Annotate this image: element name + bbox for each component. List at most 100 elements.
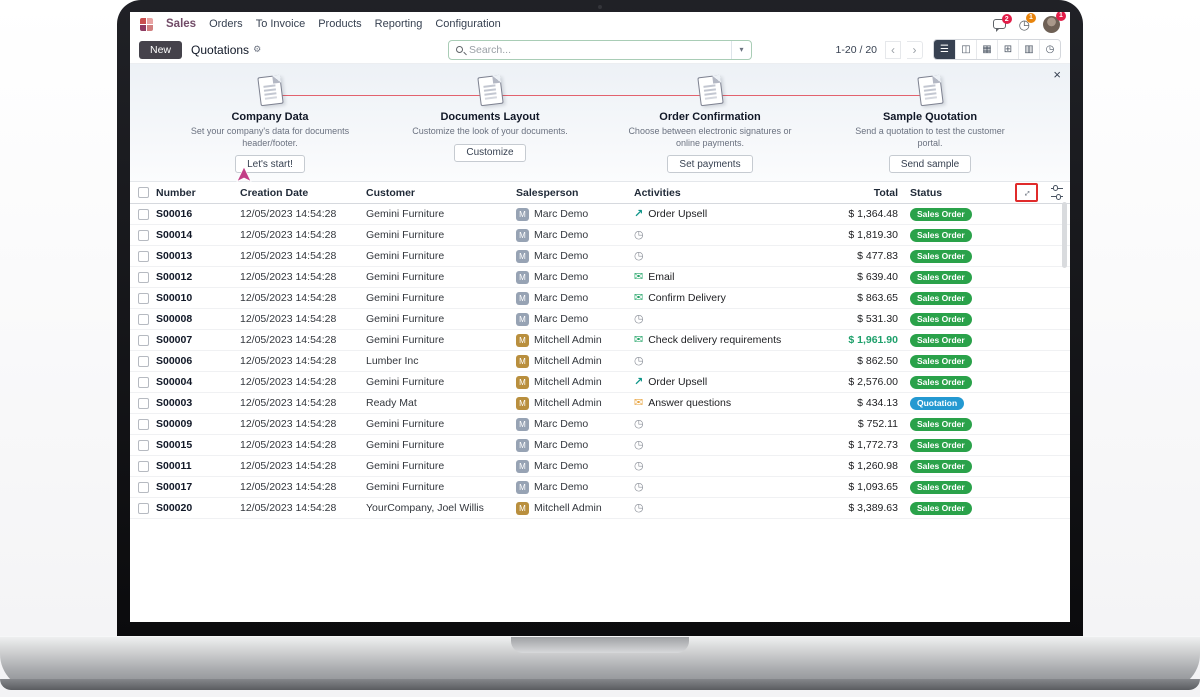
select-all-checkbox[interactable] bbox=[138, 187, 149, 198]
table-row[interactable]: S00014 12/05/2023 14:54:28 Gemini Furnit… bbox=[130, 225, 1070, 246]
search-bar[interactable]: ▾ bbox=[448, 39, 752, 60]
salesperson-cell: Marc Demo bbox=[516, 417, 634, 431]
table-row[interactable]: S00006 12/05/2023 14:54:28 Lumber Inc Mi… bbox=[130, 351, 1070, 372]
table-row[interactable]: S00016 12/05/2023 14:54:28 Gemini Furnit… bbox=[130, 204, 1070, 225]
table-row[interactable]: S00017 12/05/2023 14:54:28 Gemini Furnit… bbox=[130, 477, 1070, 498]
activity-icon[interactable] bbox=[634, 419, 644, 430]
view-button[interactable]: ▦ bbox=[976, 40, 997, 59]
app-name[interactable]: Sales bbox=[166, 18, 197, 30]
table-row[interactable]: S00010 12/05/2023 14:54:28 Gemini Furnit… bbox=[130, 288, 1070, 309]
step-action-button[interactable]: Send sample bbox=[888, 155, 972, 174]
row-checkbox[interactable] bbox=[138, 397, 149, 409]
row-checkbox[interactable] bbox=[138, 481, 149, 493]
step-action-button[interactable]: Let's start! bbox=[235, 155, 305, 174]
row-checkbox[interactable] bbox=[138, 208, 149, 220]
activity-cell: Order Upsell bbox=[634, 208, 814, 220]
adjust-columns-icon[interactable] bbox=[1051, 185, 1063, 200]
activity-icon[interactable] bbox=[634, 251, 644, 262]
menu-item[interactable]: Configuration bbox=[435, 18, 501, 30]
activities-icon[interactable]: ◷ 1 bbox=[1019, 12, 1036, 31]
table-row[interactable]: S00013 12/05/2023 14:54:28 Gemini Furnit… bbox=[130, 246, 1070, 267]
total-amount: $ 1,260.98 bbox=[848, 460, 898, 472]
table-row[interactable]: S00011 12/05/2023 14:54:28 Gemini Furnit… bbox=[130, 456, 1070, 477]
odoo-apps-icon[interactable] bbox=[140, 17, 153, 31]
table-header: Number Creation Date Customer Salesperso… bbox=[130, 182, 1070, 204]
view-button[interactable]: ▥ bbox=[1018, 40, 1039, 59]
table-row[interactable]: S00015 12/05/2023 14:54:28 Gemini Furnit… bbox=[130, 435, 1070, 456]
col-number[interactable]: Number bbox=[156, 186, 196, 199]
activity-icon[interactable] bbox=[634, 440, 644, 451]
row-checkbox[interactable] bbox=[138, 250, 149, 262]
progress-line bbox=[265, 95, 935, 96]
activity-icon[interactable] bbox=[634, 293, 643, 304]
activity-icon[interactable] bbox=[634, 272, 643, 283]
col-customer[interactable]: Customer bbox=[366, 186, 416, 199]
activity-icon[interactable] bbox=[634, 482, 644, 493]
diagonal-arrows-icon: ↔ bbox=[1018, 184, 1034, 200]
activity-icon[interactable] bbox=[634, 209, 643, 220]
menu-item[interactable]: Products bbox=[318, 18, 362, 30]
table-row[interactable]: S00007 12/05/2023 14:54:28 Gemini Furnit… bbox=[130, 330, 1070, 351]
view-button[interactable]: ⊞ bbox=[997, 40, 1018, 59]
row-checkbox[interactable] bbox=[138, 229, 149, 241]
row-checkbox[interactable] bbox=[138, 292, 149, 304]
breadcrumb[interactable]: Quotations ⚙ bbox=[191, 43, 261, 57]
activity-icon[interactable] bbox=[634, 377, 643, 388]
row-checkbox[interactable] bbox=[138, 418, 149, 430]
step-action-button[interactable]: Set payments bbox=[667, 155, 753, 174]
activity-cell: Check delivery requirements bbox=[634, 334, 814, 346]
activity-icon[interactable] bbox=[634, 335, 643, 346]
menu-item[interactable]: To Invoice bbox=[255, 18, 306, 30]
col-salesperson[interactable]: Salesperson bbox=[516, 186, 579, 199]
new-button[interactable]: New bbox=[139, 40, 183, 59]
row-checkbox[interactable] bbox=[138, 355, 149, 367]
col-total[interactable]: Total bbox=[873, 186, 898, 199]
row-checkbox[interactable] bbox=[138, 271, 149, 283]
table-row[interactable]: S00012 12/05/2023 14:54:28 Gemini Furnit… bbox=[130, 267, 1070, 288]
table-row[interactable]: S00008 12/05/2023 14:54:28 Gemini Furnit… bbox=[130, 309, 1070, 330]
view-button[interactable]: ◫ bbox=[955, 40, 976, 59]
col-status[interactable]: Status bbox=[910, 186, 943, 199]
expand-icon[interactable]: ↔ bbox=[1015, 183, 1038, 202]
view-button[interactable]: ◷ bbox=[1039, 40, 1060, 59]
col-creation-date[interactable]: Creation Date bbox=[240, 186, 309, 199]
status-cell: Sales Order bbox=[910, 249, 972, 263]
row-checkbox[interactable] bbox=[138, 376, 149, 388]
activity-icon[interactable] bbox=[634, 461, 644, 472]
customer-name: Gemini Furniture bbox=[366, 313, 445, 325]
table-row[interactable]: S00004 12/05/2023 14:54:28 Gemini Furnit… bbox=[130, 372, 1070, 393]
gear-icon[interactable]: ⚙ bbox=[253, 44, 262, 54]
step-action-button[interactable]: Customize bbox=[454, 143, 526, 162]
activity-icon[interactable] bbox=[634, 503, 644, 514]
messages-icon[interactable]: 2 bbox=[992, 14, 1012, 32]
activity-icon[interactable] bbox=[634, 230, 644, 241]
view-button[interactable]: ☰ bbox=[934, 40, 955, 59]
row-checkbox[interactable] bbox=[138, 313, 149, 325]
salesperson-name: Mitchell Admin bbox=[534, 502, 602, 514]
col-activities[interactable]: Activities bbox=[634, 186, 681, 199]
close-icon[interactable]: × bbox=[1053, 67, 1061, 82]
table-row[interactable]: S00003 12/05/2023 14:54:28 Ready Mat Mit… bbox=[130, 393, 1070, 414]
row-checkbox[interactable] bbox=[138, 502, 149, 514]
table-row[interactable]: S00020 12/05/2023 14:54:28 YourCompany, … bbox=[130, 498, 1070, 519]
pager-next-button[interactable]: › bbox=[907, 40, 923, 59]
table-row[interactable]: S00009 12/05/2023 14:54:28 Gemini Furnit… bbox=[130, 414, 1070, 435]
activity-icon[interactable] bbox=[634, 398, 643, 409]
search-dropdown-toggle[interactable]: ▾ bbox=[731, 40, 751, 59]
search-input[interactable] bbox=[469, 43, 731, 56]
row-checkbox[interactable] bbox=[138, 334, 149, 346]
salesperson-avatar bbox=[516, 249, 529, 263]
user-menu[interactable]: 1 bbox=[1043, 12, 1066, 33]
pager-prev-button[interactable]: ‹ bbox=[885, 40, 901, 59]
menu-item[interactable]: Reporting bbox=[374, 18, 423, 30]
activity-icon[interactable] bbox=[634, 356, 644, 367]
menu-item[interactable]: Orders bbox=[209, 18, 243, 30]
activity-icon[interactable] bbox=[634, 314, 644, 325]
salesperson-name: Marc Demo bbox=[534, 292, 589, 304]
salesperson-avatar bbox=[516, 312, 529, 326]
status-cell: Sales Order bbox=[910, 291, 972, 305]
table-scrollbar[interactable] bbox=[1062, 202, 1067, 268]
row-checkbox[interactable] bbox=[138, 439, 149, 451]
status-cell: Sales Order bbox=[910, 207, 972, 221]
row-checkbox[interactable] bbox=[138, 460, 149, 472]
